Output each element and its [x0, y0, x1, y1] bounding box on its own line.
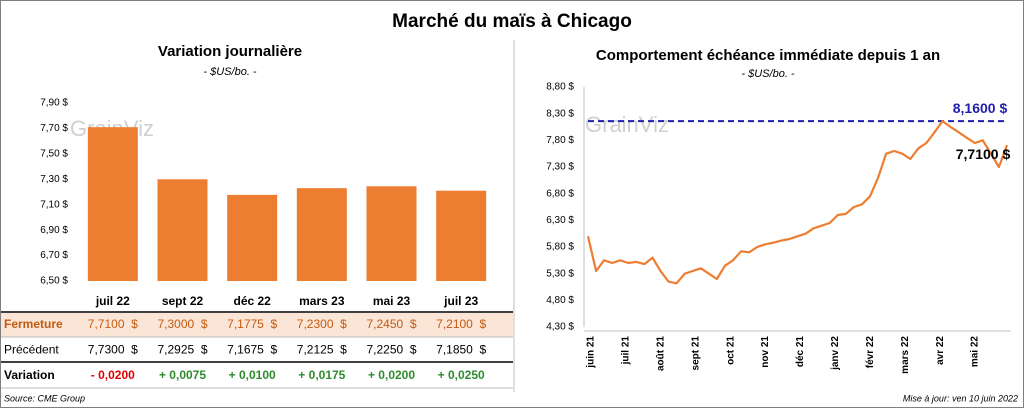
x-tick-label: juil 23 [443, 294, 478, 308]
line-subtitle: - $US/bo. - [741, 68, 795, 80]
y-tick-label: 7,70 $ [40, 123, 68, 134]
x-tick-label: janv 22 [830, 336, 841, 371]
x-tick-label: avr 22 [935, 336, 946, 365]
y-tick-label: 6,50 $ [40, 276, 68, 287]
row-label: Variation [4, 368, 55, 382]
table-cell: + 0,0100 [229, 368, 276, 382]
y-tick-label: 5,30 $ [546, 268, 574, 279]
table-cell: + 0,0175 [298, 368, 345, 382]
x-tick-label: mars 22 [900, 336, 911, 374]
x-tick-label: déc 21 [795, 336, 806, 368]
table-cell: 7,2300 $ [297, 317, 347, 331]
y-tick-label: 4,30 $ [546, 322, 574, 333]
table-cell: 7,1850 $ [436, 343, 486, 357]
line-title: Comportement échéance immédiate depuis 1… [596, 47, 940, 64]
y-tick-label: 6,30 $ [546, 215, 574, 226]
table-cell: + 0,0200 [368, 368, 415, 382]
y-tick-label: 7,10 $ [40, 199, 68, 210]
table-cell: 7,7100 $ [88, 317, 138, 331]
y-tick-label: 5,80 $ [546, 242, 574, 253]
bar [366, 186, 417, 281]
x-tick-label: juin 21 [586, 336, 597, 369]
table-cell: 7,2100 $ [436, 317, 486, 331]
y-tick-label: 7,30 $ [546, 162, 574, 173]
table-cell: 7,2125 $ [297, 343, 347, 357]
bar-title: Variation journalière [158, 43, 302, 60]
x-tick-label: mai 23 [373, 294, 411, 308]
x-tick-label: oct 21 [725, 336, 736, 365]
bar [296, 188, 347, 281]
page-title: Marché du maïs à Chicago [392, 11, 632, 32]
table-cell: 7,3000 $ [157, 317, 207, 331]
row-label: Fermeture [4, 317, 63, 331]
bar [157, 179, 208, 281]
table-cell: 7,1775 $ [227, 317, 277, 331]
y-tick-label: 6,70 $ [40, 250, 68, 261]
x-tick-label: déc 22 [233, 294, 271, 308]
row-label: Précédent [4, 343, 59, 357]
y-tick-label: 7,30 $ [40, 174, 68, 185]
end-label: 7,7100 $ [956, 146, 1011, 162]
y-tick-label: 6,90 $ [40, 225, 68, 236]
table-cell: 7,2450 $ [366, 317, 416, 331]
x-tick-label: mars 23 [299, 294, 345, 308]
x-tick-label: sept 21 [690, 336, 701, 371]
x-tick-label: févr 22 [865, 336, 876, 369]
reference-label: 8,1600 $ [953, 100, 1008, 116]
x-tick-label: mai 22 [970, 336, 981, 368]
x-tick-label: août 21 [655, 336, 666, 371]
table-cell: 7,2925 $ [157, 343, 207, 357]
watermark: GrainViz [585, 112, 669, 137]
bar [436, 190, 487, 281]
x-tick-label: nov 21 [760, 336, 771, 368]
y-tick-label: 7,50 $ [40, 148, 68, 159]
y-tick-label: 7,80 $ [546, 135, 574, 146]
source: Source: CME Group [4, 393, 85, 403]
bar [227, 194, 278, 281]
y-tick-label: 8,80 $ [546, 82, 574, 93]
bar [87, 127, 138, 282]
x-tick-label: sept 22 [162, 294, 204, 308]
row-highlight [1, 313, 513, 337]
table-cell: + 0,0250 [438, 368, 485, 382]
table-cell: - 0,0200 [91, 368, 135, 382]
y-tick-label: 7,90 $ [40, 98, 68, 109]
table-cell: + 0,0075 [159, 368, 206, 382]
y-tick-label: 8,30 $ [546, 108, 574, 119]
table-cell: 7,2250 $ [366, 343, 416, 357]
table-cell: 7,1675 $ [227, 343, 277, 357]
y-tick-label: 6,80 $ [546, 188, 574, 199]
x-tick-label: juil 22 [95, 294, 130, 308]
table-cell: 7,7300 $ [88, 343, 138, 357]
updated: Mise à jour: ven 10 juin 2022 [903, 393, 1018, 403]
price-line [586, 120, 1009, 285]
y-tick-label: 4,80 $ [546, 295, 574, 306]
bar-subtitle: - $US/bo. - [203, 66, 257, 78]
x-tick-label: juil 21 [621, 336, 632, 366]
